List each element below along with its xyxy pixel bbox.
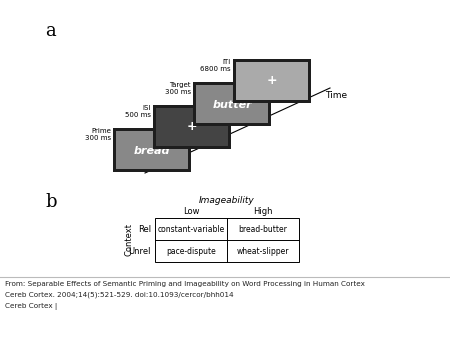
Text: From: Separable Effects of Semantic Priming and Imageability on Word Processing : From: Separable Effects of Semantic Prim…: [5, 281, 365, 287]
Text: Context: Context: [125, 223, 134, 257]
Text: 300 ms: 300 ms: [165, 89, 191, 95]
Text: Unrel: Unrel: [129, 246, 151, 256]
Text: Imageability: Imageability: [199, 196, 255, 205]
Bar: [155, 218, 299, 262]
Text: Cereb Cortex. 2004;14(5):521-529. doi:10.1093/cercor/bhh014: Cereb Cortex. 2004;14(5):521-529. doi:10…: [5, 292, 234, 298]
Bar: [236, 62, 308, 100]
Text: Target: Target: [170, 82, 191, 88]
Bar: [233, 59, 311, 103]
Text: Prime: Prime: [91, 128, 111, 134]
Text: 500 ms: 500 ms: [125, 112, 151, 118]
Text: +: +: [187, 121, 197, 134]
Text: Cereb Cortex |: Cereb Cortex |: [5, 303, 57, 310]
Text: 300 ms: 300 ms: [85, 135, 111, 141]
Text: 6800 ms: 6800 ms: [200, 66, 231, 72]
Bar: [153, 105, 231, 149]
Text: b: b: [45, 193, 57, 211]
Text: Low: Low: [183, 207, 199, 216]
Text: pace-dispute: pace-dispute: [166, 246, 216, 256]
Text: bread-butter: bread-butter: [238, 224, 288, 234]
Bar: [113, 128, 191, 172]
Bar: [116, 131, 188, 169]
Text: ISI: ISI: [143, 105, 151, 111]
Text: +: +: [267, 74, 277, 88]
Text: constant-variable: constant-variable: [158, 224, 225, 234]
Text: butter: butter: [212, 100, 252, 110]
Text: bread: bread: [134, 146, 170, 156]
Text: Rel: Rel: [138, 224, 151, 234]
Bar: [193, 82, 271, 126]
Bar: [156, 108, 228, 146]
Text: ITI: ITI: [223, 59, 231, 65]
Text: High: High: [253, 207, 273, 216]
Text: Time: Time: [325, 92, 347, 100]
Text: a: a: [45, 22, 56, 40]
Bar: [196, 85, 268, 123]
Text: wheat-slipper: wheat-slipper: [237, 246, 289, 256]
